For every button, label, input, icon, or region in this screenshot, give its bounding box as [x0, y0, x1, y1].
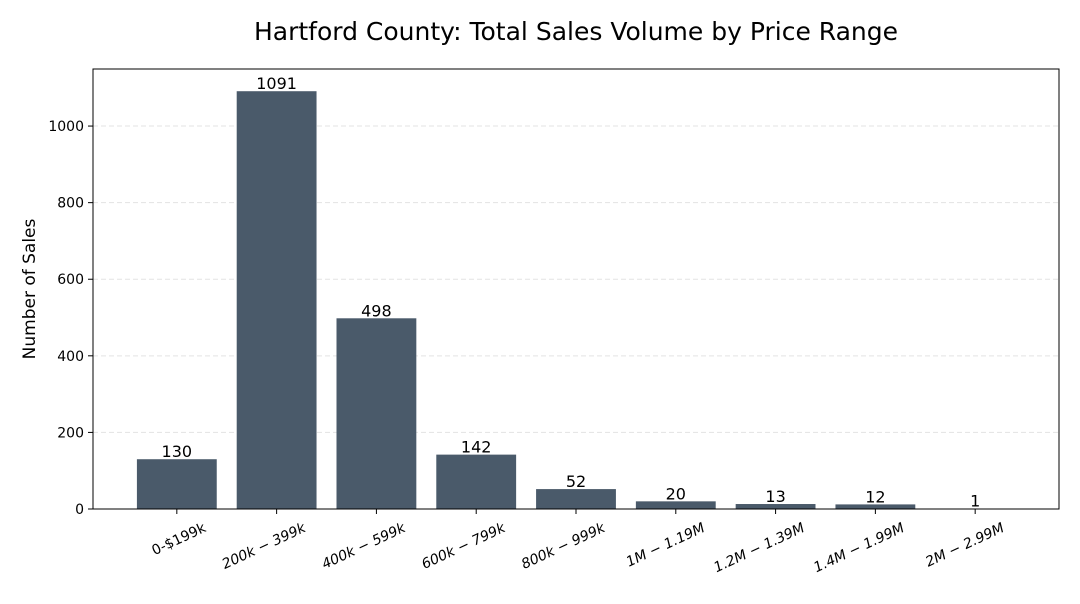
y-tick-label: 0 — [75, 502, 84, 518]
x-tick-label: 200k − 399k — [220, 520, 309, 573]
bar — [137, 459, 217, 509]
bar-value-label: 52 — [566, 472, 586, 491]
x-tick-label: 1.2M − 1.39M — [711, 520, 807, 576]
bar-value-label: 20 — [666, 484, 686, 503]
x-tick-label: 800k − 999k — [519, 520, 608, 573]
y-axis-label: Number of Sales — [20, 218, 40, 359]
y-tick-label: 400 — [57, 349, 84, 365]
x-tick-label: 400k − 599k — [320, 520, 409, 573]
bar-value-label: 12 — [865, 487, 885, 506]
bar-value-label: 13 — [765, 487, 785, 506]
bar — [536, 489, 616, 509]
x-tick-label: 0-$199k — [149, 520, 209, 559]
x-tick-label: 1.4M − 1.99M — [811, 520, 907, 576]
y-tick-label: 200 — [57, 425, 84, 441]
bar-value-label: 130 — [162, 442, 193, 461]
y-tick-label: 600 — [57, 272, 84, 288]
bar-value-label: 1091 — [256, 74, 297, 93]
y-tick-label: 800 — [57, 196, 84, 212]
chart-title: Hartford County: Total Sales Volume by P… — [254, 17, 898, 46]
bar-value-label: 1 — [970, 492, 980, 511]
bar-value-label: 498 — [361, 301, 392, 320]
bar — [237, 91, 317, 509]
x-tick-label: 2M − 2.99M — [923, 520, 1007, 570]
bar — [336, 318, 416, 509]
x-tick-label: 600k − 799k — [419, 520, 508, 573]
bar — [436, 455, 516, 509]
bar-value-label: 142 — [461, 438, 492, 457]
y-tick-label: 1000 — [48, 119, 84, 135]
x-tick-label: 1M − 1.19M — [624, 520, 708, 570]
